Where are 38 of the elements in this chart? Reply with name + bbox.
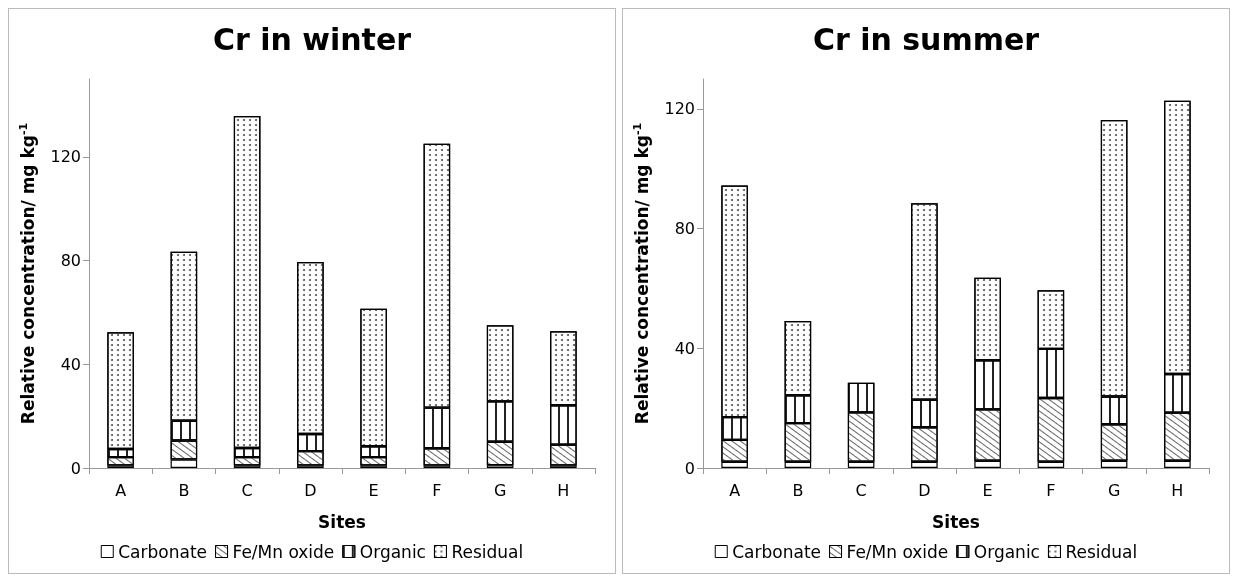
legend-label: Residual bbox=[451, 541, 524, 562]
y-axis-title: Relative concentration/ mg kg-1 bbox=[631, 122, 652, 425]
x-tick-label: C bbox=[855, 480, 867, 500]
legend-label: Carbonate bbox=[732, 541, 822, 562]
x-tick-label: D bbox=[304, 480, 317, 500]
y-tick-label: 40 bbox=[674, 338, 695, 358]
legend-label: Fe/Mn oxide bbox=[232, 541, 335, 562]
x-tick-label: B bbox=[792, 480, 804, 500]
x-tick-label: F bbox=[1046, 480, 1056, 500]
x-tick-label: A bbox=[729, 480, 741, 500]
x-tick-label: E bbox=[982, 480, 993, 500]
y-tick-label: 0 bbox=[684, 458, 695, 478]
y-tick-label: 120 bbox=[50, 147, 81, 167]
y-tick-label: 80 bbox=[674, 219, 695, 239]
legend-label: Organic bbox=[359, 541, 426, 562]
x-axis-title: Sites bbox=[318, 511, 366, 532]
x-tick-label: G bbox=[493, 480, 507, 500]
y-axis-title: Relative concentration/ mg kg-1 bbox=[17, 122, 38, 425]
y-tick-label: 0 bbox=[70, 458, 81, 478]
y-tick-label: 80 bbox=[60, 251, 81, 271]
x-tick-label: A bbox=[115, 480, 127, 500]
y-tick-label: 40 bbox=[60, 354, 81, 374]
x-tick-label: C bbox=[241, 480, 253, 500]
x-tick-label: F bbox=[432, 480, 442, 500]
x-tick-label: H bbox=[1171, 480, 1184, 500]
x-tick-label: D bbox=[918, 480, 931, 500]
legend-label: Organic bbox=[973, 541, 1040, 562]
x-tick-label: H bbox=[557, 480, 570, 500]
x-tick-label: E bbox=[368, 480, 379, 500]
legend-label: Carbonate bbox=[118, 541, 208, 562]
chart-title: Cr in summer bbox=[812, 21, 1040, 57]
chart-title: Cr in winter bbox=[212, 21, 412, 57]
x-tick-label: B bbox=[178, 480, 190, 500]
legend-label: Residual bbox=[1065, 541, 1138, 562]
legend-label: Fe/Mn oxide bbox=[846, 541, 949, 562]
x-tick-label: G bbox=[1107, 480, 1121, 500]
y-tick-label: 120 bbox=[664, 99, 695, 119]
x-axis-title: Sites bbox=[932, 511, 980, 532]
